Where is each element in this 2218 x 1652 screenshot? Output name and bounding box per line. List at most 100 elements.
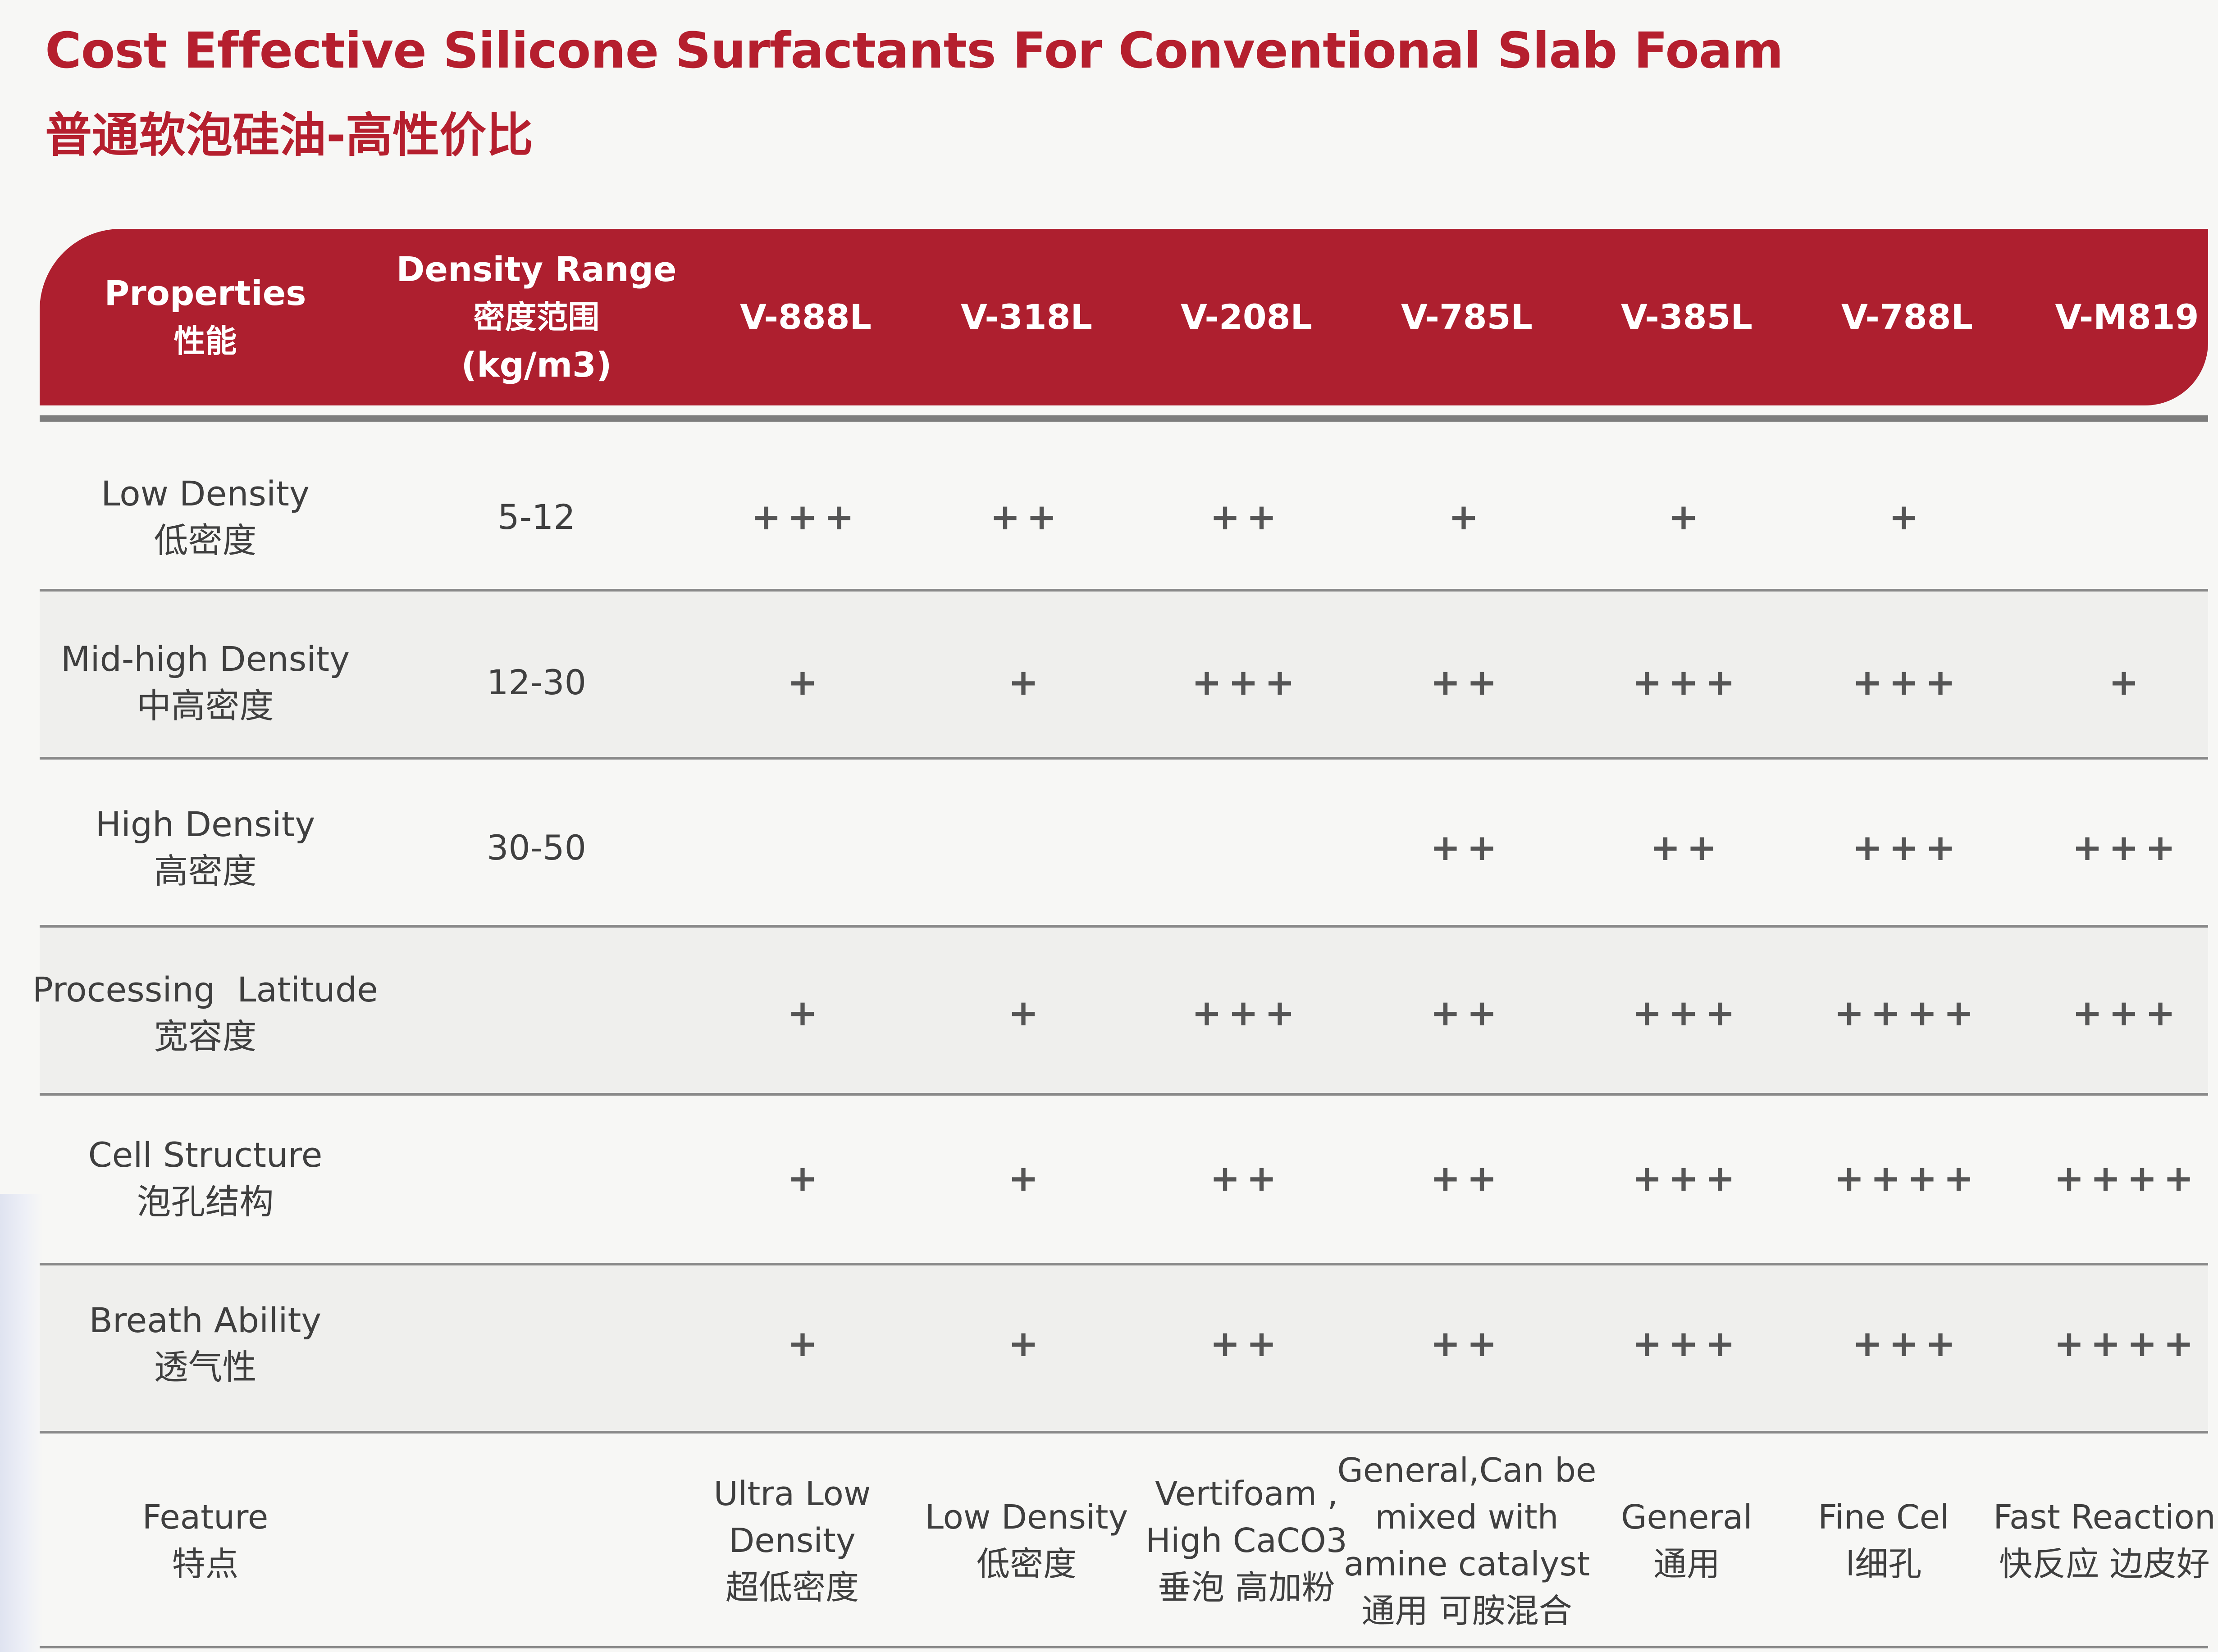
rating-cell: + — [2108, 661, 2145, 703]
rating-cell: + — [787, 1157, 824, 1199]
rating-cell — [2017, 469, 2218, 566]
header-density-en: Density Range — [396, 249, 677, 289]
feature-cell: Fine Cel l细孔 — [1773, 1442, 1994, 1640]
row-divider — [40, 757, 2208, 760]
row-label: Processing Latitude 宽容度 — [32, 965, 378, 1062]
rating-cell: + — [1448, 496, 1485, 538]
row-label: Cell Structure 泡孔结构 — [40, 1130, 371, 1227]
feature-line: General,Can be — [1337, 1451, 1597, 1490]
rating-cell: + — [1008, 1157, 1045, 1199]
table-row — [40, 928, 2208, 1094]
feature-line: Fast Reaction — [1993, 1498, 2216, 1537]
row-divider — [40, 925, 2208, 928]
feature-line: High CaCO3 — [1146, 1521, 1347, 1560]
density-range-value: 5-12 — [497, 497, 575, 537]
feature-cell: Vertifoam , High CaCO3 垂泡 高加粉 — [1136, 1442, 1357, 1640]
feature-label-cn: 特点 — [172, 1545, 239, 1584]
rating-cell: + — [787, 992, 824, 1034]
feature-line: mixed with — [1375, 1498, 1559, 1537]
rating-cell: + — [1008, 992, 1045, 1034]
rating-cell: ++++ — [2054, 1157, 2200, 1199]
rating-cell: ++ — [1209, 496, 1283, 538]
rating-cell: ++ — [1430, 992, 1504, 1034]
row-label: Mid-high Density 中高密度 — [40, 634, 371, 731]
rating-cell: +++ — [2072, 827, 2182, 869]
density-range-value — [371, 1130, 702, 1227]
feature-line: amine catalyst — [1343, 1545, 1590, 1584]
header-density-cn: 密度范围 — [473, 299, 600, 336]
rating-cell: +++ — [2072, 992, 2182, 1034]
row-label-en: Breath Ability — [89, 1300, 322, 1340]
feature-line: General — [1621, 1498, 1752, 1537]
rating-cell: + — [1008, 661, 1045, 703]
feature-cell: General,Can be mixed with amine catalyst… — [1337, 1442, 1596, 1640]
rating-cell: ++ — [990, 496, 1063, 538]
density-range-value: 12-30 — [487, 662, 586, 702]
feature-line: Ultra Low — [713, 1475, 871, 1513]
table-header-band — [40, 229, 2208, 405]
row-label-cn: 中高密度 — [137, 686, 274, 726]
row-divider — [40, 589, 2208, 592]
rating-cell: +++ — [1632, 1157, 1742, 1199]
rating-cell: + — [1889, 496, 1926, 538]
row-label: High Density 高密度 — [40, 799, 371, 897]
feature-label-en: Feature — [142, 1498, 269, 1537]
page-title-en: Cost Effective Silicone Surfactants For … — [45, 22, 1784, 79]
feature-label: Feature 特点 — [40, 1442, 371, 1640]
rating-cell: ++ — [1430, 661, 1504, 703]
feature-line: 垂泡 高加粉 — [1158, 1568, 1335, 1607]
rating-cell — [695, 799, 916, 897]
feature-cell: General 通用 — [1576, 1442, 1797, 1640]
row-label-en: Low Density — [101, 473, 310, 514]
row-label-en: High Density — [95, 804, 315, 844]
rating-cell: +++ — [1852, 1323, 1962, 1365]
row-label-cn: 低密度 — [154, 520, 257, 560]
header-product: V-785L — [1401, 297, 1533, 337]
row-label-cn: 高密度 — [154, 851, 257, 891]
density-range-value — [371, 1295, 702, 1393]
rating-cell — [916, 799, 1137, 897]
rating-cell: ++++ — [1834, 992, 1981, 1034]
rating-cell — [1136, 799, 1357, 897]
header-product: V-888L — [740, 297, 872, 337]
rating-cell: ++++ — [1834, 1157, 1981, 1199]
feature-line: Density — [729, 1521, 856, 1560]
header-product: V-318L — [961, 297, 1092, 337]
row-label-en: Processing Latitude — [32, 969, 378, 1010]
rating-cell: +++ — [1191, 992, 1301, 1034]
density-range-value: 30-50 — [487, 828, 586, 868]
rating-cell: ++ — [1430, 1323, 1504, 1365]
rating-cell: ++ — [1209, 1157, 1283, 1199]
feature-line: l细孔 — [1845, 1545, 1922, 1584]
row-label-cn: 透气性 — [154, 1347, 257, 1387]
rating-cell: +++ — [1632, 992, 1742, 1034]
header-properties: Properties 性能 — [40, 229, 371, 405]
rating-cell: +++ — [1852, 827, 1962, 869]
feature-line: 通用 可胺混合 — [1361, 1592, 1572, 1630]
row-divider — [40, 1431, 2208, 1434]
feature-cell: Low Density 低密度 — [916, 1442, 1137, 1640]
feature-line: Low Density — [925, 1498, 1128, 1537]
table-row — [40, 1265, 2208, 1432]
feature-cell: Ultra Low Density 超低密度 — [682, 1442, 903, 1640]
feature-line: 通用 — [1653, 1545, 1720, 1584]
row-label-en: Cell Structure — [88, 1135, 323, 1175]
header-density-unit: (kg/m3) — [461, 345, 612, 385]
rating-cell: + — [787, 1323, 824, 1365]
header-product: V-208L — [1181, 297, 1312, 337]
rating-cell: + — [787, 661, 824, 703]
header-properties-cn: 性能 — [173, 323, 237, 360]
side-decoration — [0, 1194, 43, 1652]
header-properties-en: Properties — [104, 273, 306, 313]
feature-line: Fine Cel — [1818, 1498, 1949, 1537]
feature-line: 超低密度 — [726, 1568, 859, 1607]
table-row — [40, 592, 2208, 758]
rating-cell: ++ — [1430, 1157, 1504, 1199]
row-label: Low Density 低密度 — [40, 469, 371, 566]
header-divider — [40, 415, 2208, 422]
rating-cell: ++ — [1650, 827, 1724, 869]
row-label: Breath Ability 透气性 — [40, 1295, 371, 1393]
header-product: V-385L — [1621, 297, 1752, 337]
header-product: V-M819 — [2055, 297, 2199, 337]
header-density-range: Density Range 密度范围 (kg/m3) — [371, 229, 702, 405]
